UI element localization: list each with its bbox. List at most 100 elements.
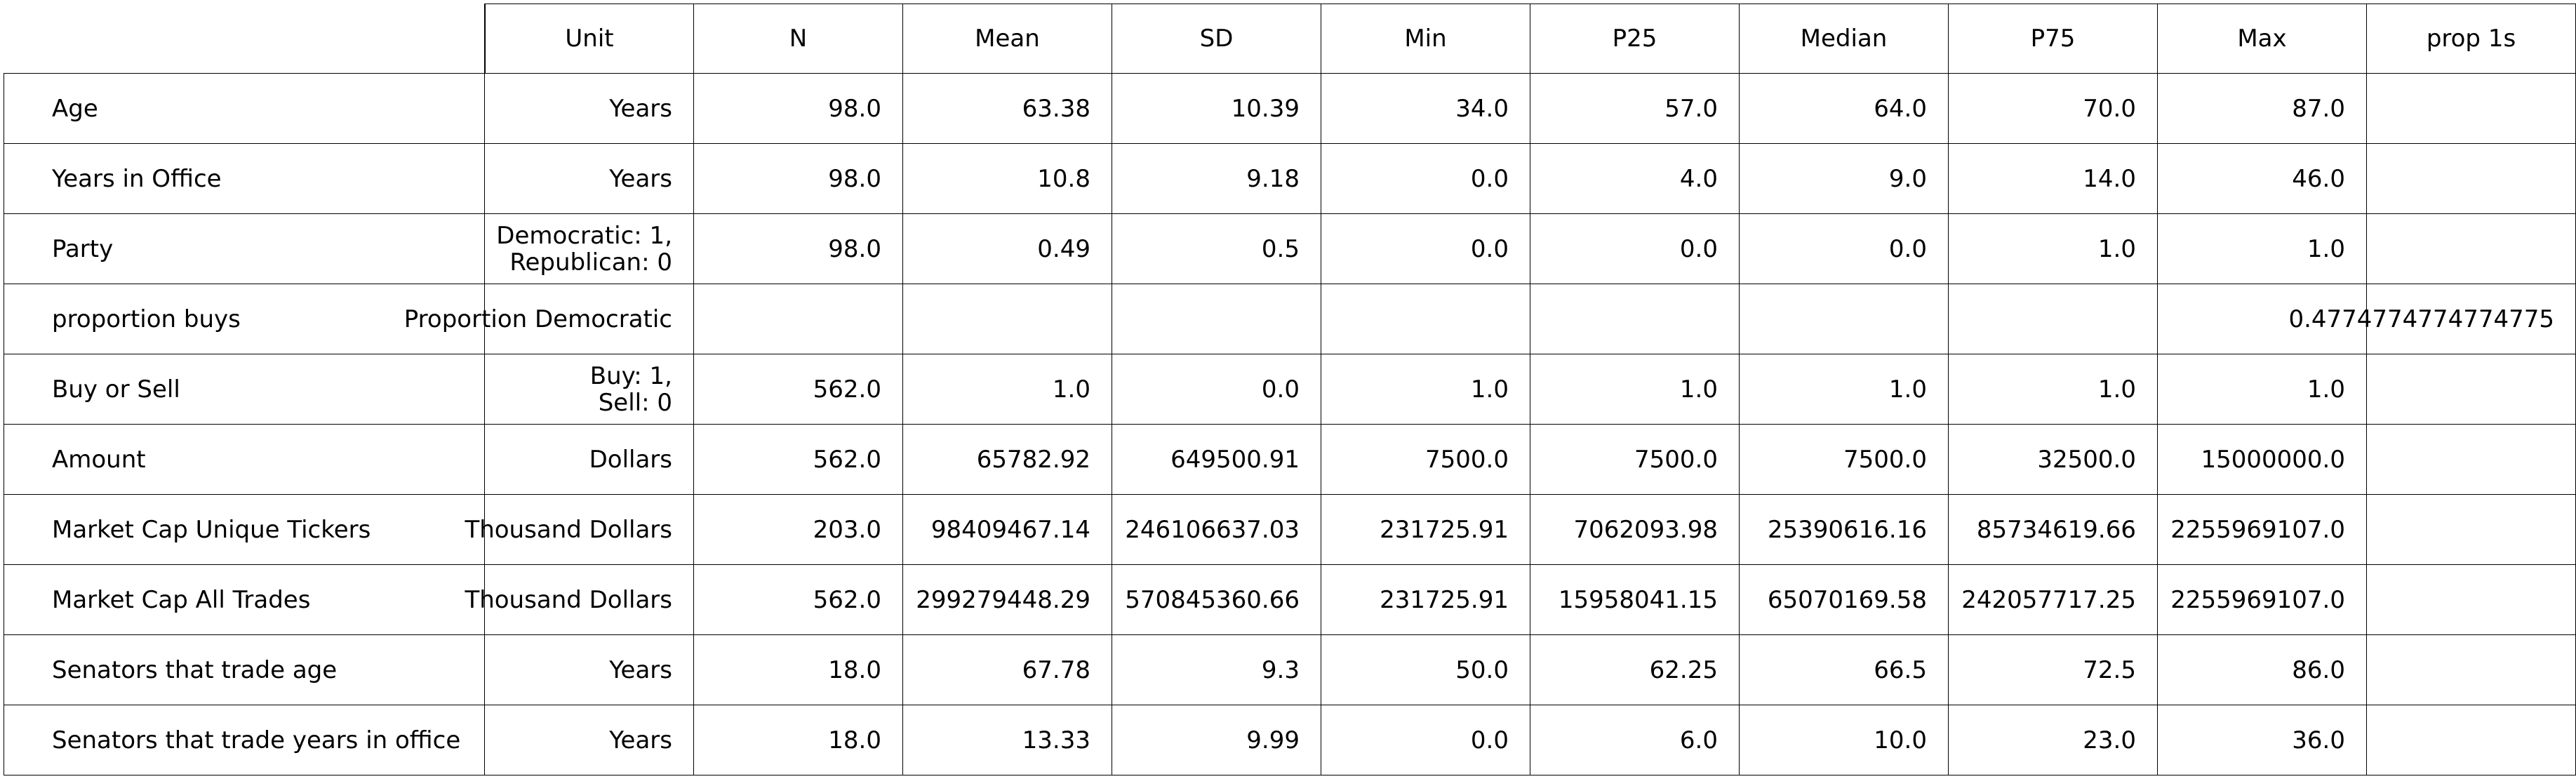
value-cell <box>1740 284 1949 354</box>
value-cell: 1.0 <box>1949 214 2158 284</box>
unit-cell: Thousand Dollars <box>465 495 694 565</box>
value-cell: 1.0 <box>903 354 1112 425</box>
value-text: 246106637.03 <box>1125 515 1300 544</box>
value-text: 65070169.58 <box>1767 585 1927 614</box>
value-cell: 1.0 <box>1949 354 2158 425</box>
value-text: 299279448.29 <box>916 585 1090 614</box>
value-text: 649500.91 <box>1170 445 1300 474</box>
unit-cell: Years <box>485 635 694 705</box>
prop-cell <box>2367 705 2576 775</box>
value-cell: 14.0 <box>1949 144 2158 214</box>
value-cell: 299279448.29 <box>903 565 1112 635</box>
value-text: 25390616.16 <box>1767 515 1927 544</box>
value-cell: 9.18 <box>1112 144 1321 214</box>
value-text: 62.25 <box>1649 655 1718 684</box>
row-label: Party <box>4 214 485 284</box>
unit-cell: Years <box>485 144 694 214</box>
row-label: proportion buys <box>4 284 485 354</box>
value-text: 15958041.15 <box>1558 585 1718 614</box>
unit-text: Democratic: 1, Republican: 0 <box>496 221 672 277</box>
value-cell: 0.0 <box>1740 214 1949 284</box>
value-text: 1.0 <box>1679 375 1718 404</box>
unit-text: Years <box>609 726 672 754</box>
value-text: 231725.91 <box>1380 515 1509 544</box>
value-text: 65782.92 <box>976 445 1090 474</box>
value-text: 0.0 <box>1261 375 1300 404</box>
value-text: 36.0 <box>2292 726 2345 754</box>
value-text: 562.0 <box>813 375 881 404</box>
prop-cell <box>2367 144 2576 214</box>
value-cell: 34.0 <box>1321 74 1530 144</box>
value-cell: 0.0 <box>1321 214 1530 284</box>
unit-text: Dollars <box>589 445 672 474</box>
value-cell: 0.49 <box>903 214 1112 284</box>
value-text: 562.0 <box>813 585 881 614</box>
value-text: 570845360.66 <box>1125 585 1300 614</box>
value-text: 64.0 <box>1874 94 1927 123</box>
value-text: 7500.0 <box>1843 445 1927 474</box>
value-cell: 87.0 <box>2158 74 2367 144</box>
value-text: 0.0 <box>1470 234 1509 263</box>
prop-value: 0.4774774774774775 <box>2288 305 2554 333</box>
value-cell <box>694 284 903 354</box>
value-cell: 85734619.66 <box>1949 495 2158 565</box>
prop-cell <box>2367 565 2576 635</box>
value-text: 98.0 <box>828 164 881 193</box>
value-cell: 98.0 <box>694 214 903 284</box>
table-corner <box>4 4 485 74</box>
value-text: 2255969107.0 <box>2170 585 2345 614</box>
unit-cell: Proportion Democratic <box>404 284 694 354</box>
value-text: 0.0 <box>1470 164 1509 193</box>
value-cell: 1.0 <box>2158 214 2367 284</box>
value-text: 46.0 <box>2292 164 2345 193</box>
value-cell: 62.25 <box>1530 635 1740 705</box>
value-cell: 7500.0 <box>1530 425 1740 495</box>
unit-text: Thousand Dollars <box>465 515 672 544</box>
value-cell: 7062093.98 <box>1530 495 1740 565</box>
column-header: Min <box>1321 4 1530 74</box>
row-label: Market Cap All Trades <box>4 565 485 635</box>
summary-statistics-table: Unit N Mean SD Min P25 Median P75 Max prop 1s Age Y… <box>4 4 2576 775</box>
value-cell <box>903 284 1112 354</box>
value-text: 13.33 <box>1022 726 1090 754</box>
value-text: 9.3 <box>1261 655 1300 684</box>
value-text: 231725.91 <box>1380 585 1509 614</box>
value-cell: 15958041.15 <box>1530 565 1740 635</box>
value-cell: 9.0 <box>1740 144 1949 214</box>
value-cell: 1.0 <box>1321 354 1530 425</box>
value-text: 10.0 <box>1874 726 1927 754</box>
value-cell: 242057717.25 <box>1949 565 2158 635</box>
row-label: Amount <box>4 425 485 495</box>
value-text: 18.0 <box>828 726 881 754</box>
value-text: 0.0 <box>1679 234 1718 263</box>
row-label: Age <box>4 74 485 144</box>
value-text: 1.0 <box>2097 234 2136 263</box>
unit-cell: Years <box>485 705 694 775</box>
prop-cell <box>2367 214 2576 284</box>
unit-cell: Buy: 1, Sell: 0 <box>485 354 694 425</box>
value-cell: 562.0 <box>694 354 903 425</box>
value-cell: 72.5 <box>1949 635 2158 705</box>
unit-cell: Years <box>485 74 694 144</box>
value-cell: 1.0 <box>2158 354 2367 425</box>
unit-text: Thousand Dollars <box>465 585 672 614</box>
value-cell: 0.0 <box>1530 214 1740 284</box>
value-text: 7062093.98 <box>1573 515 1719 544</box>
unit-cell: Thousand Dollars <box>465 565 694 635</box>
value-cell: 562.0 <box>694 565 903 635</box>
unit-text: Years <box>609 655 672 684</box>
value-cell: 32500.0 <box>1949 425 2158 495</box>
value-text: 7500.0 <box>1425 445 1509 474</box>
value-text: 0.5 <box>1261 234 1300 263</box>
value-text: 1.0 <box>1888 375 1927 404</box>
value-cell: 4.0 <box>1530 144 1740 214</box>
value-cell: 1.0 <box>1740 354 1949 425</box>
value-cell <box>1949 284 2158 354</box>
row-label: Buy or Sell <box>4 354 485 425</box>
value-text: 67.78 <box>1022 655 1090 684</box>
value-cell: 65782.92 <box>903 425 1112 495</box>
value-cell: 0.0 <box>1321 705 1530 775</box>
row-label: Market Cap Unique Tickers <box>4 495 485 565</box>
value-cell: 50.0 <box>1321 635 1530 705</box>
value-cell: 70.0 <box>1949 74 2158 144</box>
